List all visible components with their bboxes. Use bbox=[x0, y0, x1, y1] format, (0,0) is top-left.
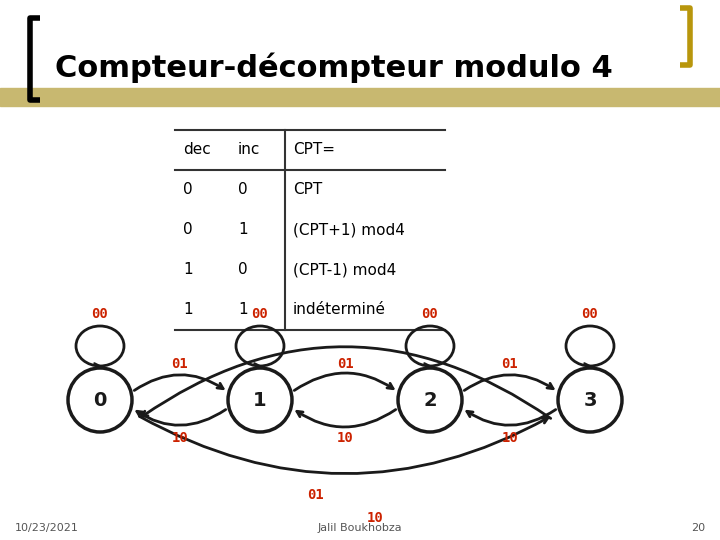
Text: dec: dec bbox=[183, 143, 211, 158]
Text: 10: 10 bbox=[502, 431, 518, 445]
Text: 10/23/2021: 10/23/2021 bbox=[15, 523, 79, 533]
Text: 01: 01 bbox=[307, 488, 323, 502]
Text: 1: 1 bbox=[238, 222, 248, 238]
Text: 1: 1 bbox=[183, 262, 193, 278]
Text: inc: inc bbox=[238, 143, 261, 158]
Text: 0: 0 bbox=[238, 262, 248, 278]
Text: CPT=: CPT= bbox=[293, 143, 335, 158]
Text: 0: 0 bbox=[183, 183, 193, 198]
Text: 1: 1 bbox=[253, 390, 267, 409]
Text: 1: 1 bbox=[183, 302, 193, 318]
Text: 10: 10 bbox=[366, 511, 383, 525]
Text: 01: 01 bbox=[337, 357, 354, 371]
Text: CPT: CPT bbox=[293, 183, 323, 198]
Bar bbox=[0, 88, 720, 106]
Text: 10: 10 bbox=[171, 431, 189, 445]
Text: 0: 0 bbox=[238, 183, 248, 198]
Text: 20: 20 bbox=[691, 523, 705, 533]
Text: Compteur-décompteur modulo 4: Compteur-décompteur modulo 4 bbox=[55, 52, 613, 83]
Text: 00: 00 bbox=[582, 307, 598, 321]
Text: 00: 00 bbox=[91, 307, 109, 321]
Text: 2: 2 bbox=[423, 390, 437, 409]
Text: indéterminé: indéterminé bbox=[293, 302, 386, 318]
Text: 10: 10 bbox=[337, 431, 354, 445]
Text: 1: 1 bbox=[238, 302, 248, 318]
Text: 01: 01 bbox=[171, 357, 189, 371]
Text: 0: 0 bbox=[183, 222, 193, 238]
Text: 01: 01 bbox=[502, 357, 518, 371]
Text: 0: 0 bbox=[94, 390, 107, 409]
Text: Jalil Boukhobza: Jalil Boukhobza bbox=[318, 523, 402, 533]
Text: (CPT+1) mod4: (CPT+1) mod4 bbox=[293, 222, 405, 238]
Text: 00: 00 bbox=[422, 307, 438, 321]
Text: 00: 00 bbox=[251, 307, 269, 321]
Text: 3: 3 bbox=[583, 390, 597, 409]
Text: (CPT-1) mod4: (CPT-1) mod4 bbox=[293, 262, 396, 278]
